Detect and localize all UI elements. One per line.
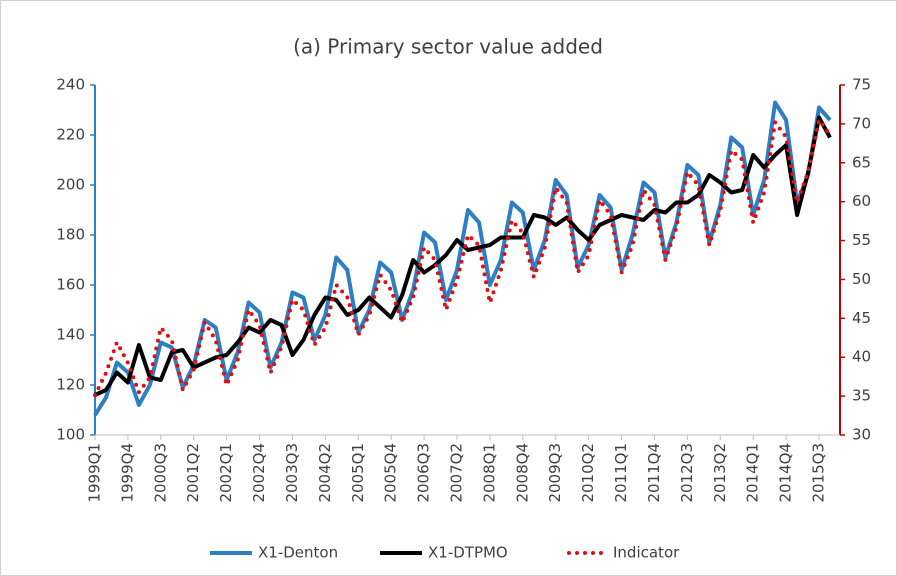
x-tick-label: 2008Q4 xyxy=(513,443,531,503)
x-tick-label: 2006Q3 xyxy=(415,443,433,503)
y2-tick-label: 40 xyxy=(852,348,871,366)
x-tick-label: 2005Q1 xyxy=(349,443,367,503)
y2-tick-label: 30 xyxy=(852,426,871,444)
y2-tick-label: 45 xyxy=(852,309,871,327)
series-line xyxy=(93,118,832,398)
y-tick-label: 180 xyxy=(56,226,85,244)
legend-label: Indicator xyxy=(613,544,680,562)
y2-tick-label: 75 xyxy=(852,76,871,94)
x-tick-label: 2010Q2 xyxy=(579,443,597,503)
y-tick-label: 140 xyxy=(56,326,85,344)
series-line xyxy=(93,100,832,417)
x-tick-label: 2004Q2 xyxy=(316,443,334,503)
legend-label: X1-DTPMO xyxy=(428,544,508,562)
x-tick-label: 2014Q1 xyxy=(744,443,762,503)
x-tick-label: 2002Q4 xyxy=(250,443,268,503)
x-tick-label: 2011Q4 xyxy=(645,443,663,503)
x-tick-label: 2001Q2 xyxy=(184,443,202,503)
y2-tick-label: 70 xyxy=(852,114,871,132)
x-tick-label: 2005Q4 xyxy=(382,443,400,503)
x-tick-label: 1999Q4 xyxy=(118,443,136,503)
x-tick-label: 2011Q1 xyxy=(612,443,630,503)
y-tick-label: 220 xyxy=(56,126,85,144)
y-tick-label: 240 xyxy=(56,76,85,94)
y2-tick-label: 35 xyxy=(852,387,871,405)
x-tick-label: 2012Q3 xyxy=(678,443,696,503)
y-tick-label: 160 xyxy=(56,276,85,294)
x-tick-label: 2014Q4 xyxy=(777,443,795,503)
x-tick-label: 2002Q1 xyxy=(217,443,235,503)
x-tick-label: 2000Q3 xyxy=(151,443,169,503)
y-tick-label: 100 xyxy=(56,426,85,444)
x-tick-label: 2008Q1 xyxy=(480,443,498,503)
x-tick-label: 2013Q2 xyxy=(711,443,729,503)
series-line xyxy=(94,115,832,397)
y2-tick-label: 65 xyxy=(852,153,871,171)
y-tick-label: 120 xyxy=(56,376,85,394)
x-tick-label: 2007Q2 xyxy=(448,443,466,503)
x-tick-label: 2003Q3 xyxy=(283,443,301,503)
x-tick-label: 2015Q3 xyxy=(810,443,828,503)
x-tick-label: 2009Q3 xyxy=(546,443,564,503)
y2-tick-label: 60 xyxy=(852,192,871,210)
y-tick-label: 200 xyxy=(56,176,85,194)
chart-title: (a) Primary sector value added xyxy=(293,35,603,59)
x-tick-label: 1999Q1 xyxy=(86,443,104,503)
legend-label: X1-Denton xyxy=(258,544,338,562)
y2-tick-label: 55 xyxy=(852,231,871,249)
y2-tick-label: 50 xyxy=(852,270,871,288)
